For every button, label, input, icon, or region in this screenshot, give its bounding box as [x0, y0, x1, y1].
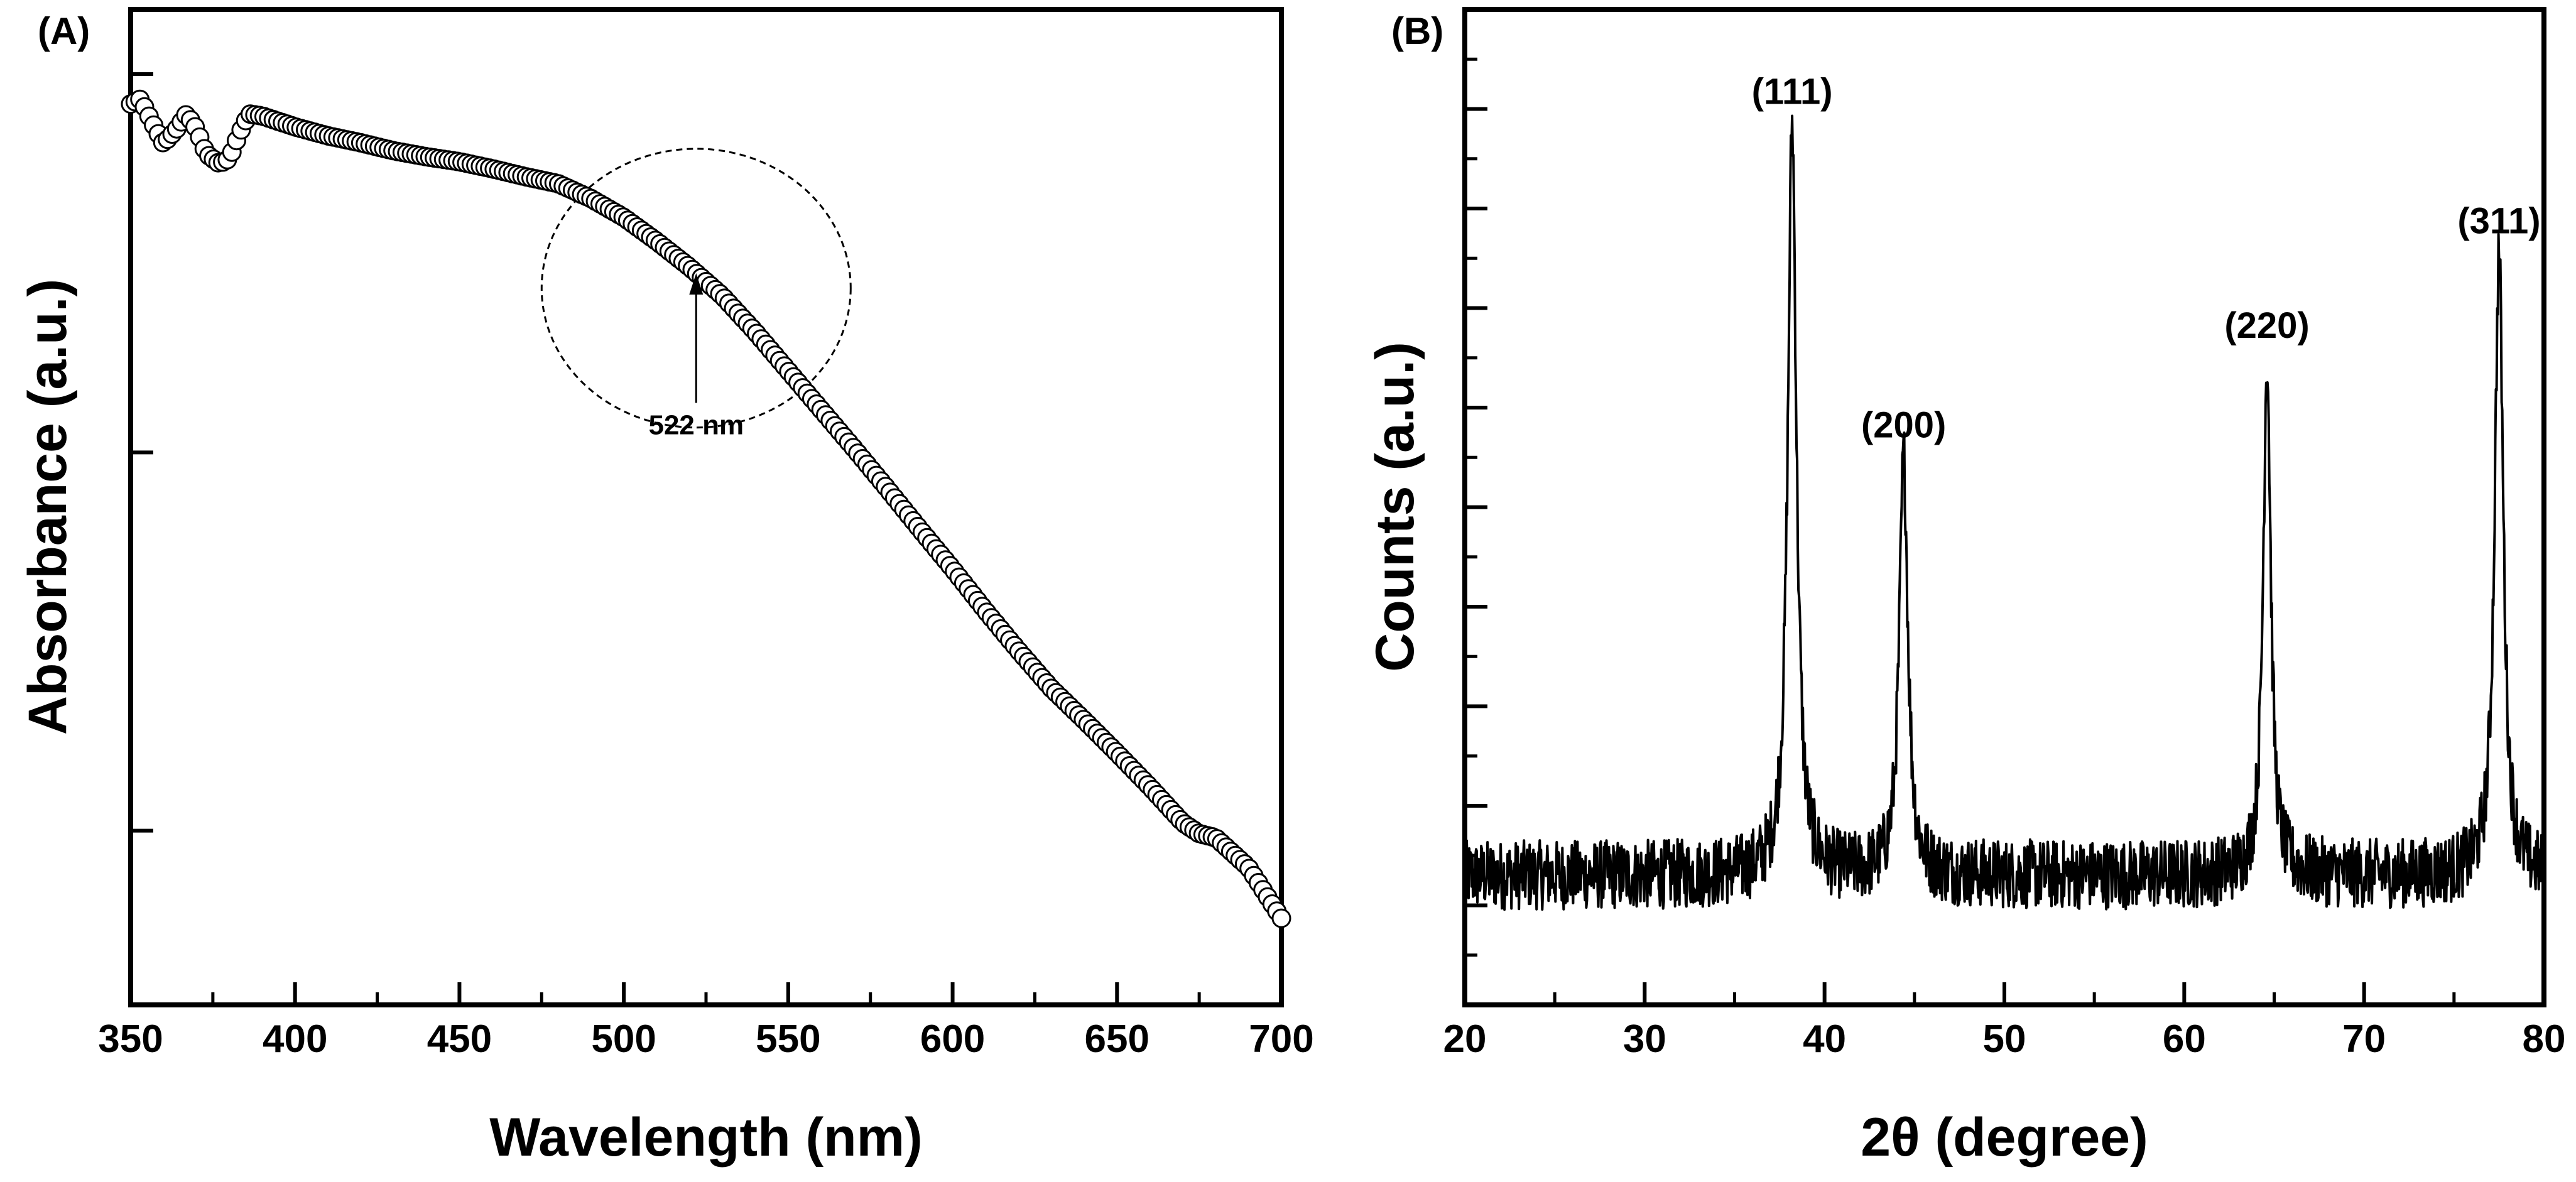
panel-b-label: (B) — [1391, 10, 1443, 52]
peak-label: (111) — [1752, 71, 1833, 112]
peak-label: (311) — [2457, 200, 2540, 241]
annotation-522nm-label: 522 nm — [648, 410, 744, 441]
highlight-ellipse — [540, 148, 852, 429]
x-tick-label: 40 — [1803, 1017, 1846, 1061]
x-tick-label: 60 — [2163, 1017, 2206, 1061]
x-tick-label: 400 — [263, 1017, 327, 1061]
panel-a-uv-vis-chart: (A) 522 nm 350 400 450 500 550 600 650 700 Wave… — [18, 7, 1314, 1168]
x-tick-label: 500 — [591, 1017, 656, 1061]
peak-annotation: 522 nm — [648, 273, 744, 441]
peak-label: (200) — [1861, 404, 1946, 445]
x-tick-label: 50 — [1983, 1017, 2026, 1061]
x-tick-label: 20 — [1443, 1017, 1487, 1061]
x-tick-label: 550 — [756, 1017, 820, 1061]
x-tick-label: 350 — [98, 1017, 163, 1061]
peak-label: (220) — [2224, 305, 2309, 346]
x-tick-label: 600 — [920, 1017, 985, 1061]
panel-b-xrd-chart: (B) (111)(200)(220)(311) 20 30 40 50 60 70 80 … — [1365, 7, 2566, 1168]
panel-a-y-axis-label: Absorbance (a.u.) — [18, 279, 78, 735]
x-tick-label: 450 — [427, 1017, 492, 1061]
x-tick-label: 700 — [1249, 1017, 1313, 1061]
panel-b-x-axis-label: 2θ (degree) — [1861, 1107, 2148, 1168]
data-point — [1271, 908, 1291, 928]
annotation-arrow-head — [689, 273, 704, 295]
xrd-pattern-line — [1464, 114, 2545, 911]
panel-a-x-axis-label: Wavelength (nm) — [489, 1107, 923, 1168]
panel-a-label: (A) — [38, 10, 90, 52]
x-tick-label: 30 — [1623, 1017, 1666, 1061]
x-tick-label: 70 — [2342, 1017, 2386, 1061]
panel-b-y-axis-label: Counts (a.u.) — [1365, 342, 1425, 672]
x-tick-label: 80 — [2523, 1017, 2566, 1061]
x-tick-label: 650 — [1085, 1017, 1149, 1061]
panel-a-plot-frame — [128, 7, 1284, 1007]
